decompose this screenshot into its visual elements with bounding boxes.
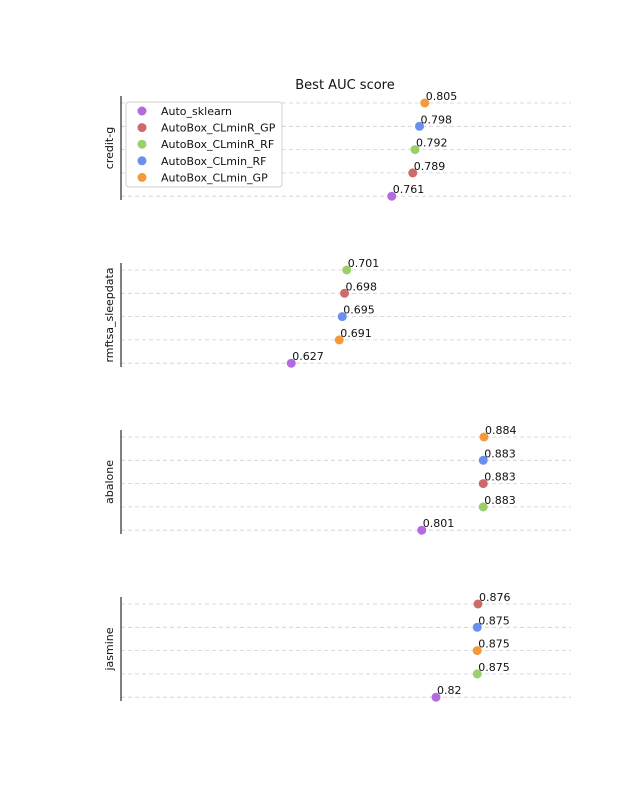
y-axis-label: credit-g xyxy=(103,127,116,169)
data-label: 0.82 xyxy=(437,684,462,697)
data-point xyxy=(337,312,347,322)
data-point xyxy=(473,599,483,609)
data-label: 0.883 xyxy=(484,447,516,460)
legend-label: Auto_sklearn xyxy=(161,105,232,118)
data-point xyxy=(410,145,420,155)
legend-item: AutoBox_CLmin_RF xyxy=(137,155,267,168)
data-label: 0.761 xyxy=(393,183,425,196)
data-point xyxy=(431,692,441,702)
legend-item: AutoBox_CLmin_GP xyxy=(137,171,268,184)
data-label: 0.627 xyxy=(292,350,324,363)
legend-marker xyxy=(137,139,147,149)
data-label: 0.798 xyxy=(421,113,453,126)
data-label: 0.691 xyxy=(340,327,372,340)
y-axis-label: rmftsa_sleepdata xyxy=(103,267,116,362)
data-label: 0.792 xyxy=(416,137,448,150)
chart-title: Best AUC score xyxy=(295,78,394,93)
panel-credit-g: credit-g 0.805 0.798 0.792 0.789 0.761 xyxy=(103,90,571,201)
data-point xyxy=(478,502,488,512)
y-axis-label: jasmine xyxy=(103,627,116,671)
data-label: 0.701 xyxy=(348,257,380,270)
legend-box xyxy=(125,101,283,188)
data-point xyxy=(472,622,482,632)
legend-label: AutoBox_CLmin_GP xyxy=(161,171,268,184)
data-label: 0.883 xyxy=(484,471,516,484)
panel-abalone: abalone 0.884 0.883 0.883 0.883 0.801 xyxy=(103,424,571,535)
data-label: 0.875 xyxy=(478,661,510,674)
data-point xyxy=(334,335,344,345)
data-point xyxy=(420,98,430,108)
data-label: 0.698 xyxy=(346,280,378,293)
data-point xyxy=(472,646,482,656)
data-point xyxy=(417,525,427,535)
panels-layer: credit-g 0.805 0.798 0.792 0.789 0.761 rmftsa_… xyxy=(103,90,571,702)
data-label: 0.876 xyxy=(479,591,511,604)
data-point xyxy=(479,432,489,442)
legend: Auto_sklearn AutoBox_CLminR_GP AutoBox_CLm… xyxy=(125,101,283,188)
legend-marker xyxy=(137,106,147,116)
data-label: 0.805 xyxy=(426,90,458,103)
legend-item: AutoBox_CLminR_RF xyxy=(137,138,274,151)
legend-label: AutoBox_CLminR_GP xyxy=(161,122,276,135)
legend-item: Auto_sklearn xyxy=(137,105,232,118)
data-label: 0.789 xyxy=(414,160,446,173)
data-label: 0.875 xyxy=(478,614,510,627)
data-point xyxy=(472,669,482,679)
legend-marker xyxy=(137,123,147,133)
data-point xyxy=(286,358,296,368)
legend-label: AutoBox_CLmin_RF xyxy=(161,155,267,168)
data-label: 0.801 xyxy=(423,517,455,530)
data-label: 0.883 xyxy=(484,494,516,507)
panel-jasmine: jasmine 0.876 0.875 0.875 0.875 0.82 xyxy=(103,591,571,702)
data-point xyxy=(408,168,418,178)
data-label: 0.875 xyxy=(478,638,510,651)
data-point xyxy=(342,265,352,275)
data-label: 0.695 xyxy=(343,304,375,317)
data-label: 0.884 xyxy=(485,424,517,437)
legend-marker xyxy=(137,156,147,166)
data-point xyxy=(387,191,397,201)
panel-rmftsa_sleepdata: rmftsa_sleepdata 0.701 0.698 0.695 0.691 0.62… xyxy=(103,257,571,368)
data-point xyxy=(478,455,488,465)
data-point xyxy=(415,121,424,131)
legend-label: AutoBox_CLminR_RF xyxy=(161,138,274,151)
legend-item: AutoBox_CLminR_GP xyxy=(137,122,276,135)
data-point xyxy=(478,479,488,489)
legend-marker xyxy=(137,172,147,182)
y-axis-label: abalone xyxy=(103,460,116,504)
data-point xyxy=(340,288,349,298)
